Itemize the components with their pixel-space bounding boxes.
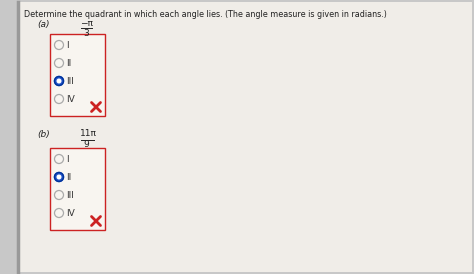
Text: II: II — [66, 173, 71, 181]
FancyBboxPatch shape — [18, 2, 472, 272]
Text: IV: IV — [66, 209, 75, 218]
Text: II: II — [66, 59, 71, 67]
Text: IV: IV — [66, 95, 75, 104]
Text: (b): (b) — [37, 130, 50, 139]
Circle shape — [55, 76, 64, 85]
FancyBboxPatch shape — [50, 148, 105, 230]
Text: III: III — [66, 76, 74, 85]
Text: −π: −π — [80, 19, 93, 28]
Circle shape — [55, 173, 64, 181]
Circle shape — [57, 79, 61, 83]
Text: I: I — [66, 41, 69, 50]
Text: 3: 3 — [83, 29, 89, 38]
Text: Determine the quadrant in which each angle lies. (The angle measure is given in : Determine the quadrant in which each ang… — [24, 10, 387, 19]
Text: 11π: 11π — [80, 129, 97, 138]
Text: (a): (a) — [37, 20, 49, 29]
Text: III: III — [66, 190, 74, 199]
Circle shape — [57, 175, 61, 179]
Text: 9: 9 — [83, 140, 89, 149]
Text: I: I — [66, 155, 69, 164]
FancyBboxPatch shape — [50, 34, 105, 116]
